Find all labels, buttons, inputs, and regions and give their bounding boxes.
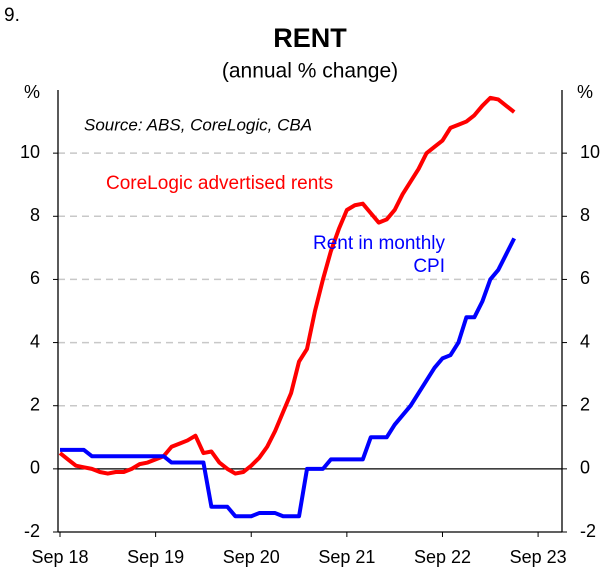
- series-label: CoreLogic advertised rents: [106, 173, 333, 194]
- x-tick-label: Sep 22: [414, 547, 471, 567]
- x-tick-label: Sep 21: [318, 547, 375, 567]
- y2-tick-label: 0: [580, 458, 590, 478]
- y2-tick-label: 4: [580, 331, 590, 351]
- series-line: [60, 237, 516, 519]
- chart-title: RENT: [273, 23, 347, 53]
- y2-tick-label: 6: [580, 268, 590, 288]
- y-axis-label: %: [24, 82, 40, 102]
- y-tick-label: 10: [20, 142, 40, 162]
- source-note: Source: ABS, CoreLogic, CBA: [84, 115, 312, 134]
- series-line: [58, 95, 516, 476]
- series-label: Rent in monthly CPI: [312, 233, 445, 277]
- x-tick-label: Sep 23: [510, 547, 567, 567]
- chart-number: 9.: [4, 5, 20, 26]
- y-tick-label: 6: [30, 268, 40, 288]
- y-tick-label: 0: [30, 458, 40, 478]
- y-tick-label: 2: [30, 394, 40, 414]
- y2-tick-label: 10: [580, 142, 600, 162]
- chart-subtitle: (annual % change): [222, 60, 398, 83]
- y-tick-label: -2: [24, 521, 40, 541]
- y2-axis-label: %: [577, 82, 593, 102]
- series-label-box: Rent in monthly CPI: [312, 233, 445, 277]
- y2-tick-label: 8: [580, 205, 590, 225]
- x-tick-label: Sep 18: [31, 547, 88, 567]
- y-tick-label: 4: [30, 331, 40, 351]
- y2-tick-label: 2: [580, 394, 590, 414]
- x-tick-label: Sep 19: [127, 547, 184, 567]
- x-tick-label: Sep 20: [223, 547, 280, 567]
- y-tick-label: 8: [30, 205, 40, 225]
- y2-tick-label: -2: [580, 521, 596, 541]
